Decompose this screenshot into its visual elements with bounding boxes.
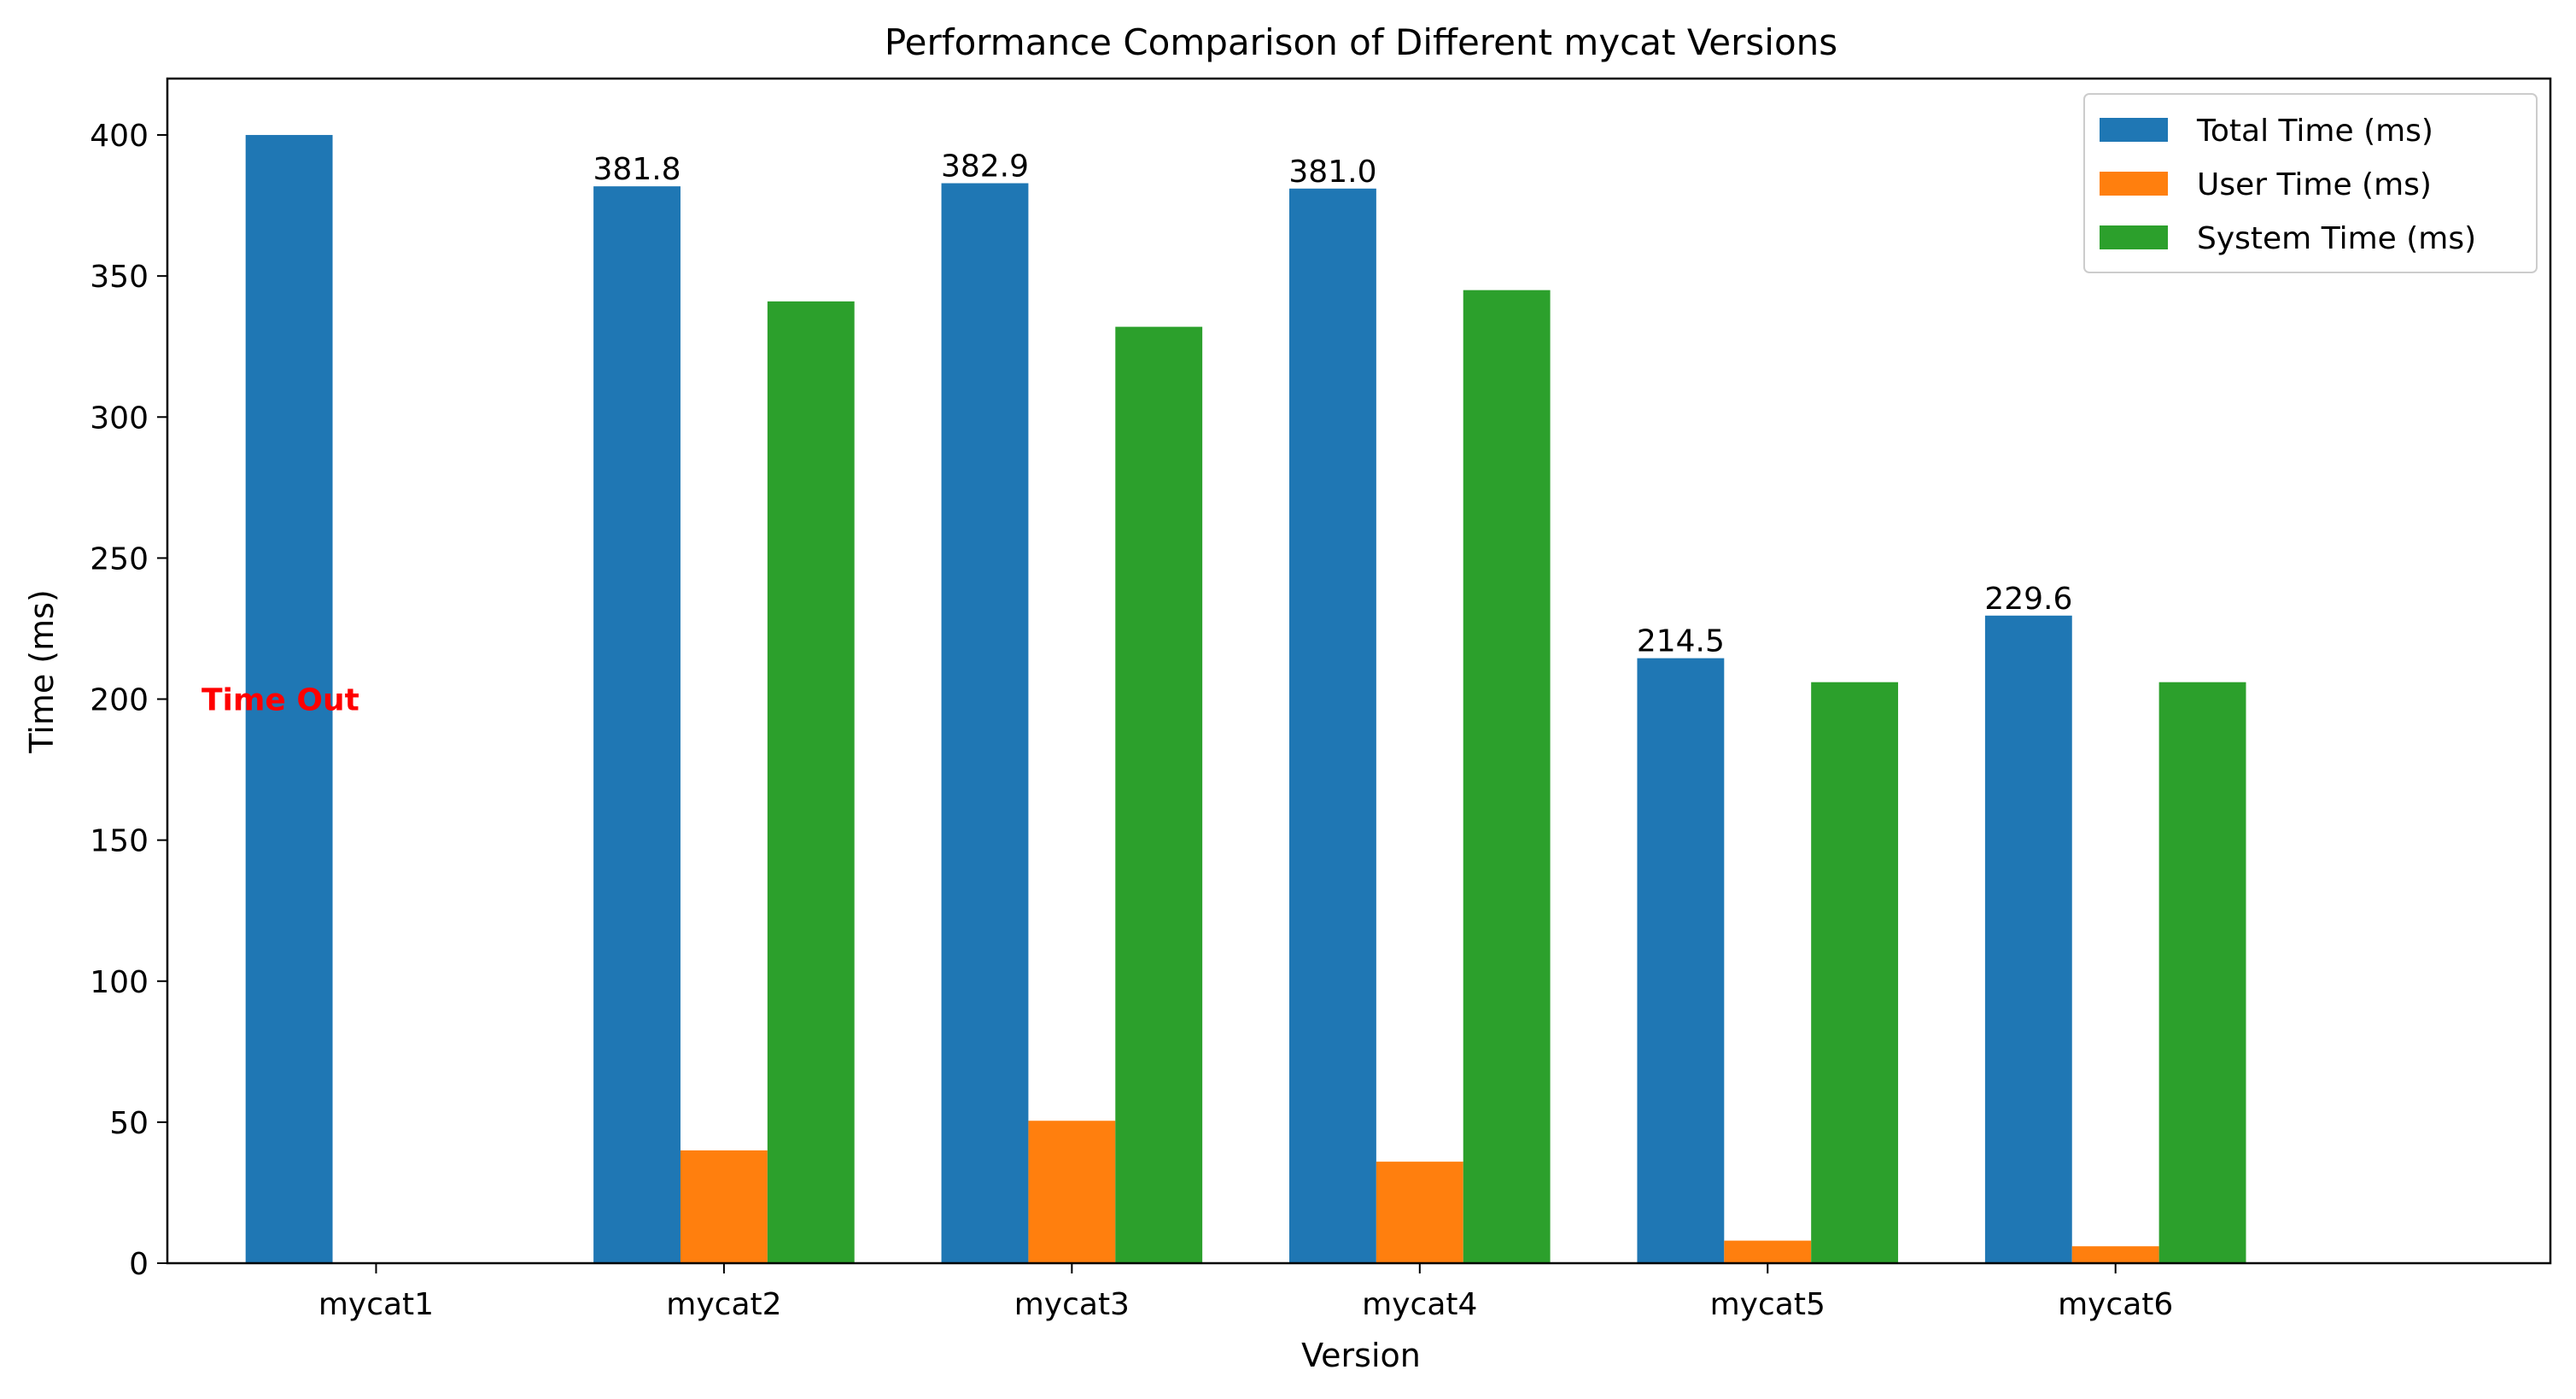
data-label-mycat4: 381.0: [1288, 155, 1376, 190]
x-tick-label: mycat1: [318, 1287, 434, 1322]
bar-mycat3-series-1: [941, 183, 1029, 1264]
legend-swatch-series-1: [2100, 118, 2168, 142]
bar-mycat5-series-2: [1724, 1240, 1812, 1263]
y-tick-label: 200: [90, 683, 149, 718]
x-tick-label: mycat3: [1014, 1287, 1130, 1322]
bars-layer: [245, 135, 2246, 1264]
bar-mycat6-series-2: [2071, 1246, 2159, 1263]
data-label-mycat5: 214.5: [1637, 624, 1725, 659]
bar-mycat3-series-3: [1115, 326, 1203, 1264]
y-tick-label: 300: [90, 401, 149, 436]
bar-mycat4-series-3: [1463, 290, 1551, 1263]
legend-swatch-series-3: [2100, 225, 2168, 249]
data-label-mycat2: 381.8: [593, 152, 681, 187]
legend-label-series-3: System Time (ms): [2197, 221, 2476, 256]
bar-mycat2-series-3: [767, 301, 855, 1264]
axes-layer: 0 50 100 150 200 250 300 350 400 mycat1 mycat2 myca…: [90, 77, 2552, 1322]
plot-frame: [166, 77, 2552, 1265]
y-tick-label: 100: [90, 965, 149, 1000]
bar-mycat4-series-1: [1289, 188, 1376, 1264]
x-tick-label: mycat2: [666, 1287, 781, 1322]
bar-mycat5-series-1: [1637, 658, 1725, 1263]
data-labels-layer: 381.8 382.9 381.0 214.5 229.6 Time Out: [202, 149, 2072, 718]
data-label-mycat3: 382.9: [941, 149, 1029, 184]
y-tick-label: 350: [90, 260, 149, 295]
x-axis-label: Version: [1301, 1337, 1421, 1374]
legend-frame: [2083, 93, 2538, 273]
bar-mycat2-series-1: [593, 186, 681, 1263]
bar-mycat3-series-2: [1028, 1121, 1116, 1263]
bar-mycat6-series-3: [2158, 682, 2246, 1263]
time-out-annotation: Time Out: [202, 683, 359, 718]
legend-swatch-series-2: [2100, 172, 2168, 196]
legend: Total Time (ms) User Time (ms) System Time…: [2083, 93, 2538, 273]
y-tick-label: 250: [90, 541, 149, 577]
bar-mycat5-series-3: [1811, 682, 1899, 1263]
x-tick-label: mycat4: [1362, 1287, 1477, 1322]
legend-label-series-2: User Time (ms): [2197, 167, 2432, 202]
bar-mycat1-series-1: [245, 135, 333, 1264]
bar-mycat4-series-2: [1376, 1162, 1463, 1263]
y-tick-label: 400: [90, 119, 149, 154]
y-axis-label: Time (ms): [23, 589, 61, 754]
legend-label-series-1: Total Time (ms): [2196, 114, 2433, 149]
data-label-mycat6: 229.6: [1984, 582, 2072, 617]
y-tick-label: 150: [90, 824, 149, 859]
x-tick-label: mycat5: [1710, 1287, 1825, 1322]
bar-mycat2-series-2: [680, 1150, 768, 1263]
y-tick-label: 50: [109, 1106, 149, 1141]
y-tick-label: 0: [129, 1247, 149, 1282]
bar-mycat6-series-1: [1984, 615, 2072, 1263]
x-tick-label: mycat6: [2058, 1287, 2173, 1322]
chart-title: Performance Comparison of Different myca…: [885, 21, 1837, 63]
